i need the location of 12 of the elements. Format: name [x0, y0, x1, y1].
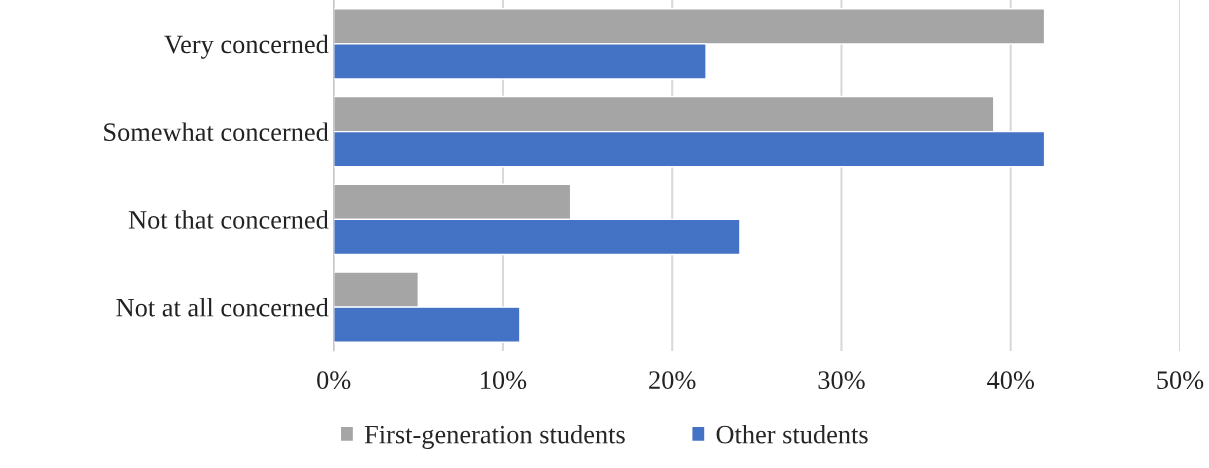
- x-tick-label: 40%: [987, 371, 1035, 390]
- y-tick-label: Very concerned: [164, 34, 329, 59]
- x-tick-label: 0%: [317, 371, 351, 390]
- legend-label: Other students: [716, 424, 868, 444]
- x-tick-label: 10%: [481, 371, 527, 390]
- x-tick-label: 30%: [818, 371, 865, 390]
- x-tick-label: 20%: [649, 371, 696, 390]
- y-tick-label: Not that concerned: [128, 210, 329, 229]
- legend-label: First-generation students: [364, 424, 625, 449]
- y-tick-label: Somewhat concerned: [104, 122, 329, 142]
- x-tick-label: 50%: [1157, 371, 1204, 390]
- y-tick-label: Not at all concerned: [116, 297, 329, 317]
